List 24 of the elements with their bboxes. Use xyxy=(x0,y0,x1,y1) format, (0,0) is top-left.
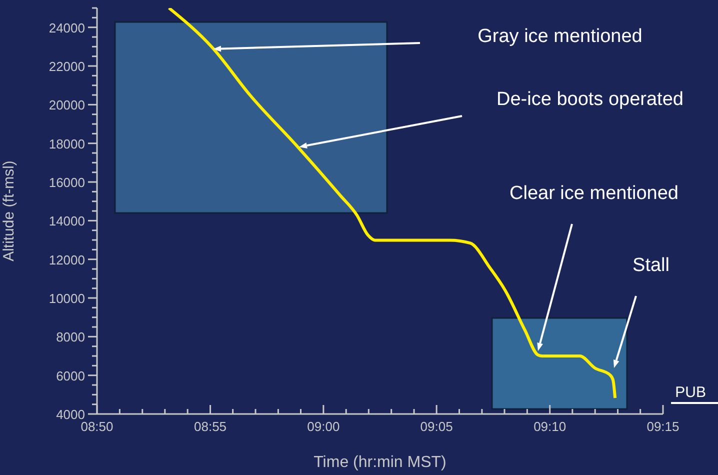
y-tick-label: 24000 xyxy=(48,20,85,36)
y-tick-label: 6000 xyxy=(56,368,85,384)
x-tick-label: 08:50 xyxy=(80,419,114,434)
y-tick-label: 12000 xyxy=(48,252,85,268)
annotation: Stall xyxy=(632,255,670,276)
x-axis-title: Time (hr:min MST) xyxy=(314,454,446,471)
y-tick-label: 4000 xyxy=(56,407,85,422)
y-tick-label: 22000 xyxy=(48,59,85,74)
x-tick-label: 09:00 xyxy=(307,419,340,434)
annotation: Gray ice mentioned xyxy=(478,26,642,47)
y-tick-label: 16000 xyxy=(48,175,85,190)
y-tick-label: 8000 xyxy=(56,330,85,345)
x-tick-label: 09:05 xyxy=(420,419,453,434)
y-tick-label: 10000 xyxy=(48,291,85,306)
annotation: Clear ice mentioned xyxy=(510,183,678,204)
annotation: De-ice boots operated xyxy=(496,89,684,110)
x-tick-label: 09:15 xyxy=(646,419,680,434)
x-tick-label: 09:10 xyxy=(534,419,566,434)
ref-line-label: PUB xyxy=(675,384,706,401)
y-tick-label: 14000 xyxy=(48,214,85,229)
x-tick-label: 08:55 xyxy=(194,419,227,434)
y-tick-label: 18000 xyxy=(48,136,85,152)
y-tick-label: 20000 xyxy=(48,98,85,113)
y-axis-title: Altitude (ft-msl) xyxy=(0,160,18,262)
